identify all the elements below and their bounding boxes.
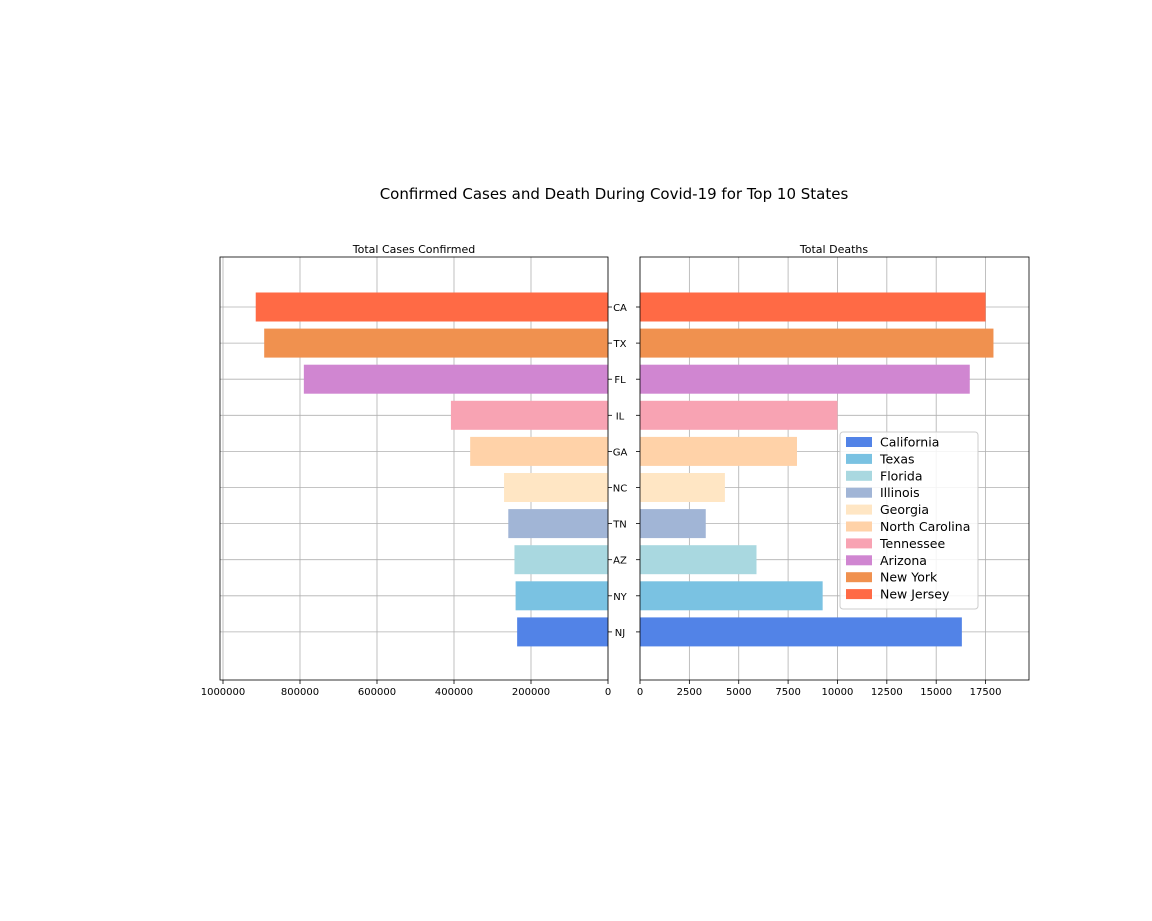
cases-x-tick-label: 1000000 xyxy=(201,687,246,698)
deaths-panel-title: Total Deaths xyxy=(799,243,868,256)
deaths-axes-frame xyxy=(639,256,1030,681)
state-label-tn: TN xyxy=(612,520,627,531)
cases-bar-il xyxy=(450,400,608,430)
deaths-bar-nc xyxy=(640,473,725,502)
deaths-x-tick-label: 7500 xyxy=(775,687,800,698)
deaths-x-tick-label: 10000 xyxy=(822,687,854,698)
legend-label: Illinois xyxy=(880,485,920,500)
legend-label: New Jersey xyxy=(880,587,950,602)
legend-label: North Carolina xyxy=(880,519,970,534)
state-label-tx: TX xyxy=(613,339,627,350)
cases-bar-tn xyxy=(508,509,608,539)
state-label-ny: NY xyxy=(613,592,627,603)
deaths-bar-ny xyxy=(640,581,823,611)
state-label-az: AZ xyxy=(613,556,627,567)
deaths-x-tick-label: 12500 xyxy=(871,687,903,698)
deaths-x-tick-label: 15000 xyxy=(920,687,952,698)
cases-panel: Total Cases Confirmed 1000000 800000 60000… xyxy=(201,243,612,698)
cases-x-tick-label: 200000 xyxy=(512,687,550,698)
state-label-ca: CA xyxy=(613,303,627,314)
state-label-nc: NC xyxy=(613,484,627,495)
chart-title: Confirmed Cases and Death During Covid-1… xyxy=(380,185,849,203)
cases-bar-nc xyxy=(504,473,608,502)
deaths-bar-az xyxy=(640,545,757,575)
deaths-x-tick-label: 5000 xyxy=(726,687,751,698)
state-label-il: IL xyxy=(616,411,625,422)
legend-swatch xyxy=(846,470,872,481)
cases-bar-ca xyxy=(255,292,608,322)
cases-x-tick-label: 600000 xyxy=(358,687,396,698)
legend-swatch xyxy=(846,453,872,464)
cases-bar-nj xyxy=(517,617,608,647)
cases-bar-ny xyxy=(515,581,608,611)
deaths-bar-nj xyxy=(640,617,962,647)
cases-x-tick-label: 0 xyxy=(605,687,611,698)
cases-bar-fl xyxy=(303,364,608,394)
cases-bar-tx xyxy=(264,328,608,358)
deaths-bar-tn xyxy=(640,509,706,539)
deaths-panel: Total Deaths 0 2500 5000 7500 10000 12500 1500… xyxy=(636,243,1030,698)
legend-label: Florida xyxy=(880,468,923,483)
legend-label: Tennessee xyxy=(879,536,945,551)
legend-swatch xyxy=(846,572,872,583)
legend-swatch xyxy=(846,521,872,532)
legend-label: Georgia xyxy=(880,502,929,517)
cases-x-tick-label: 800000 xyxy=(281,687,319,698)
state-labels: CA TX FL IL GA NC TN AZ NY NJ xyxy=(612,303,627,639)
cases-bar-az xyxy=(514,545,608,575)
state-label-nj: NJ xyxy=(615,628,625,639)
cases-bar-ga xyxy=(470,436,608,466)
deaths-x-tick-label: 2500 xyxy=(677,687,702,698)
deaths-bar-fl xyxy=(640,364,970,394)
state-label-ga: GA xyxy=(613,447,628,458)
legend-box xyxy=(839,431,979,610)
legend-swatch xyxy=(846,487,872,498)
legend-swatch xyxy=(846,504,872,515)
state-label-fl: FL xyxy=(614,375,626,386)
legend-swatch xyxy=(846,538,872,549)
cases-axes-frame xyxy=(219,256,609,681)
legend-label: California xyxy=(880,435,939,450)
legend-swatch xyxy=(846,437,872,447)
deaths-bar-ca xyxy=(640,292,986,322)
legend-swatch xyxy=(846,555,872,566)
legend-label: Texas xyxy=(879,451,915,466)
legend-label: Arizona xyxy=(880,553,927,568)
deaths-x-tick-label: 17500 xyxy=(970,687,1002,698)
deaths-bar-il xyxy=(640,400,838,430)
legend-swatch xyxy=(846,589,872,600)
legend-label: New York xyxy=(880,570,938,585)
cases-x-tick-label: 400000 xyxy=(435,687,473,698)
deaths-bar-tx xyxy=(640,328,994,358)
deaths-x-tick-label: 0 xyxy=(637,687,643,698)
deaths-bar-ga xyxy=(640,436,797,466)
cases-panel-title: Total Cases Confirmed xyxy=(352,243,475,256)
